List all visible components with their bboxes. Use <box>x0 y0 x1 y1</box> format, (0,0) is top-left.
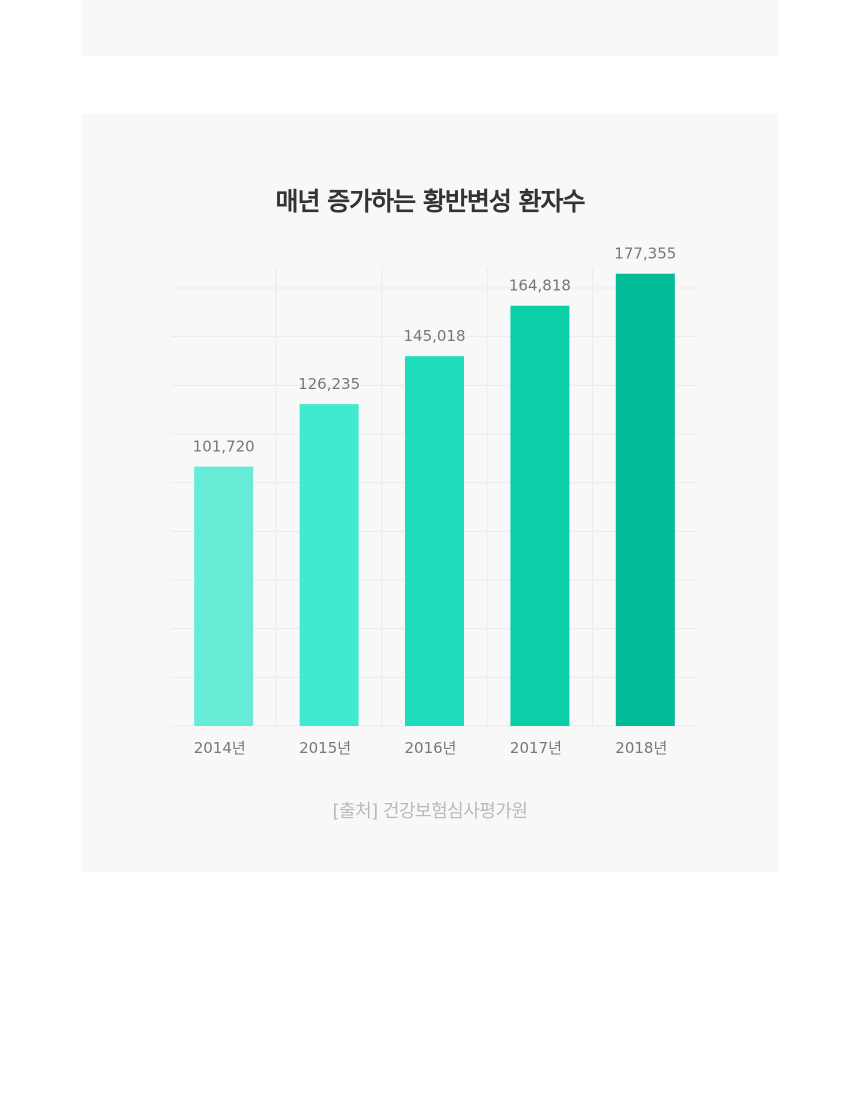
category-label: 2017년 <box>510 739 562 757</box>
bar-value-label: 126,235 <box>298 375 360 393</box>
bar <box>510 305 570 726</box>
category-label: 2015년 <box>299 739 351 757</box>
bar <box>194 466 254 726</box>
chart-labels: 101,720 2014년 126,235 2015년 145,018 2016년 164,… <box>193 245 677 757</box>
chart-bars <box>194 273 675 726</box>
bar <box>405 356 464 726</box>
bar-value-label: 164,818 <box>509 277 571 295</box>
top-card <box>81 0 778 56</box>
chart-title: 매년 증가하는 황반변성 환자수 <box>275 187 585 216</box>
bar <box>615 273 675 726</box>
bar-value-label: 177,355 <box>614 245 676 263</box>
category-label: 2018년 <box>615 739 667 757</box>
chart-source: [출처] 건강보험심사평가원 <box>332 801 528 822</box>
category-label: 2016년 <box>405 739 457 757</box>
category-label: 2014년 <box>194 739 246 757</box>
bar-value-label: 101,720 <box>193 438 255 456</box>
bar <box>299 404 359 726</box>
bar-value-label: 145,018 <box>403 327 465 345</box>
